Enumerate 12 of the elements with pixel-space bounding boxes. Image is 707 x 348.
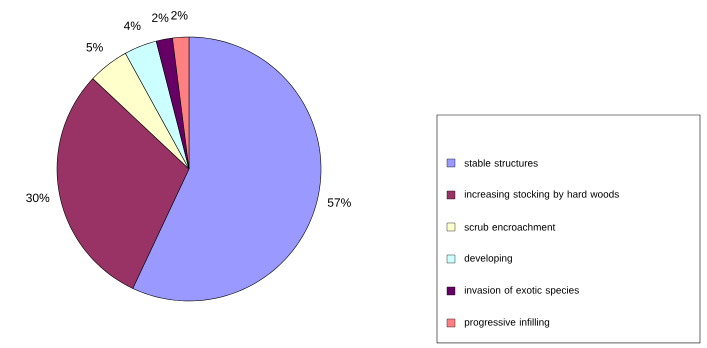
legend-label: increasing stocking by hard woods xyxy=(464,190,619,200)
legend-label: developing xyxy=(464,254,512,264)
data-label: 2% xyxy=(152,14,168,22)
legend-label: stable structures xyxy=(464,159,538,167)
legend-label: scrub encroachment xyxy=(464,223,556,231)
legend-label: invasion of exotic species xyxy=(464,286,579,296)
data-label: 30% xyxy=(26,194,50,202)
legend-label: progressive infilling xyxy=(464,318,550,328)
data-label: 57% xyxy=(328,198,351,207)
data-label: 4% xyxy=(124,22,141,30)
data-label: 2% xyxy=(171,11,188,20)
data-label: 5% xyxy=(86,43,103,52)
